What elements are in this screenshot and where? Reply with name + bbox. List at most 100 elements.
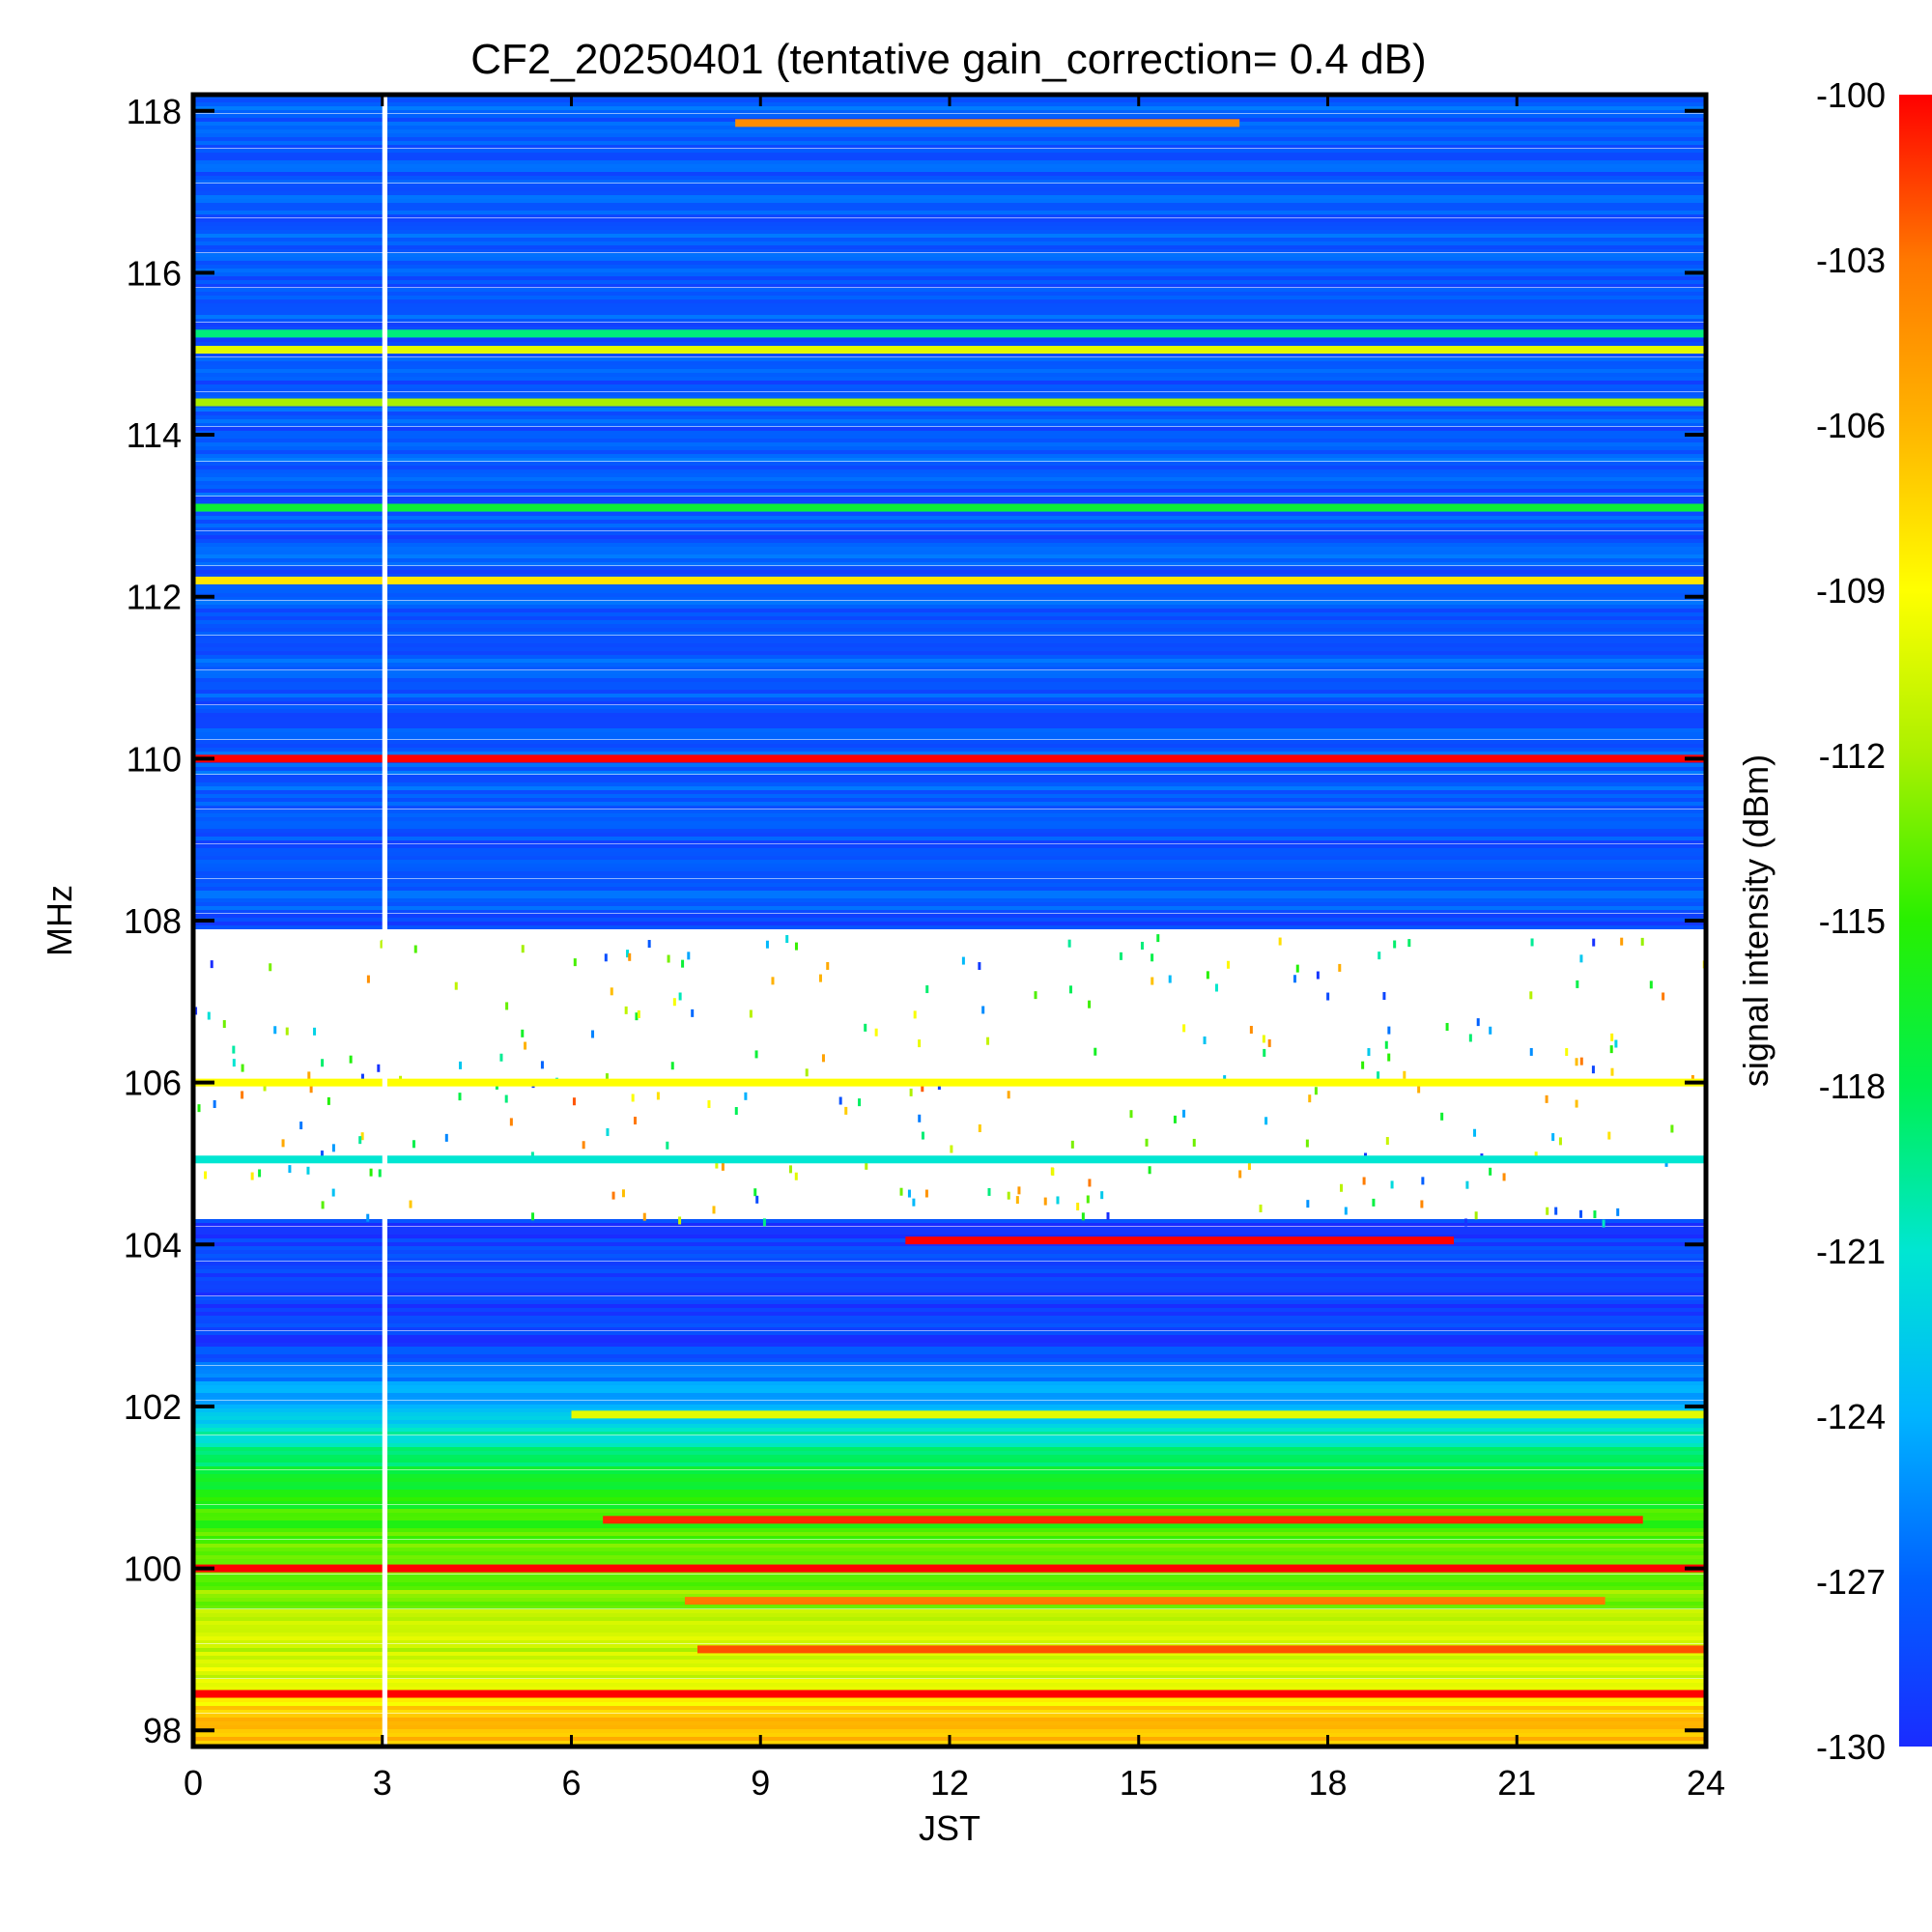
heatmap-speckle (1182, 1109, 1186, 1118)
heatmap-speckle (521, 945, 525, 953)
heatmap-row (193, 748, 1706, 753)
heatmap-row (193, 1165, 1706, 1169)
heatmap-speckle (691, 1009, 695, 1017)
heatmap-speckle (1278, 937, 1282, 946)
heatmap-row (193, 1424, 1706, 1429)
heatmap-row (193, 1146, 1706, 1150)
heatmap-speckle (666, 1141, 669, 1150)
x-axis: 0 3 6 9 12 15 18 21 24 (184, 95, 1725, 1803)
heatmap-row (193, 1405, 1706, 1409)
heatmap-row (193, 381, 1706, 385)
signal-band (193, 1690, 1706, 1698)
heatmap-row (193, 493, 1706, 497)
heatmap-speckle (1420, 1200, 1424, 1208)
heatmap-row-gap (193, 1400, 1706, 1402)
heatmap-speckle (524, 1041, 527, 1050)
heatmap-row (193, 937, 1706, 941)
heatmap-speckle (913, 1010, 917, 1019)
heatmap-speckle (250, 1172, 254, 1180)
heatmap-speckle (241, 1091, 244, 1099)
heatmap-speckle (1575, 1099, 1578, 1108)
y-tick-label: 98 (143, 1711, 182, 1750)
heatmap-row (193, 207, 1706, 212)
heatmap-row (193, 1327, 1706, 1332)
heatmap-row (193, 292, 1706, 297)
heatmap-speckle (320, 1151, 324, 1159)
heatmap-row (193, 848, 1706, 853)
heatmap-row (193, 1667, 1706, 1672)
heatmap-speckle (1474, 1211, 1478, 1220)
heatmap-speckle (1591, 1065, 1595, 1074)
heatmap-row (193, 891, 1706, 895)
heatmap-row (193, 987, 1706, 991)
heatmap-row (193, 427, 1706, 432)
heatmap-speckle (258, 1169, 262, 1178)
heatmap-speckle (1393, 940, 1397, 949)
heatmap-row (193, 392, 1706, 397)
heatmap-row (193, 1250, 1706, 1255)
y-tick-label: 114 (127, 415, 182, 455)
heatmap-row (193, 1343, 1706, 1348)
heatmap-row (193, 156, 1706, 161)
heatmap-row (193, 810, 1706, 814)
heatmap-speckle (1367, 1048, 1371, 1057)
heatmap-row (193, 709, 1706, 714)
heatmap-row (193, 1045, 1706, 1049)
heatmap-row (193, 1486, 1706, 1491)
heatmap-row (193, 373, 1706, 378)
heatmap-speckle (1262, 1035, 1265, 1043)
heatmap-row (193, 311, 1706, 316)
heatmap-speckle (358, 1136, 362, 1145)
heatmap-row (193, 1439, 1706, 1444)
heatmap-row (193, 601, 1706, 606)
heatmap-row (193, 1122, 1706, 1126)
heatmap-speckle (531, 1212, 535, 1221)
heatmap-speckle (681, 959, 685, 968)
colorbar-tick-label: -109 (1816, 571, 1886, 611)
heatmap-row (193, 1586, 1706, 1591)
heatmap-speckle (744, 1092, 748, 1100)
heatmap-speckle (821, 1054, 825, 1063)
heatmap-row (193, 1119, 1706, 1122)
heatmap-row (193, 798, 1706, 803)
heatmap-speckle (313, 1027, 317, 1036)
heatmap-row (193, 752, 1706, 756)
colorbar-tick-label: -115 (1819, 901, 1886, 941)
signal-band (571, 1410, 1706, 1419)
heatmap-row (193, 1192, 1706, 1196)
heatmap-row (193, 833, 1706, 838)
heatmap-row (193, 1258, 1706, 1263)
heatmap-row (193, 817, 1706, 822)
heatmap-row (193, 1571, 1706, 1576)
heatmap-row (193, 272, 1706, 277)
heatmap-row (193, 1200, 1706, 1204)
heatmap-row (193, 1262, 1706, 1266)
heatmap-row (193, 160, 1706, 165)
heatmap-row (193, 164, 1706, 169)
heatmap-speckle (918, 1114, 922, 1122)
heatmap-speckle (687, 952, 691, 960)
heatmap-row (193, 1385, 1706, 1390)
signal-band (193, 503, 1706, 512)
heatmap-row (193, 137, 1706, 142)
signal-band (193, 1155, 1706, 1164)
heatmap-row-gap (193, 565, 1706, 567)
heatmap-row (193, 354, 1706, 358)
heatmap-row (193, 153, 1706, 157)
heatmap-row (193, 844, 1706, 849)
heatmap-row (193, 176, 1706, 181)
heatmap-row (193, 1613, 1706, 1618)
heatmap-speckle (1043, 1197, 1047, 1206)
heatmap-speckle (360, 1073, 364, 1082)
heatmap-row (193, 106, 1706, 111)
heatmap-speckle (1575, 1058, 1578, 1066)
heatmap-row (193, 782, 1706, 787)
heatmap-row-gap (193, 913, 1706, 915)
heatmap-speckle (1385, 1137, 1389, 1146)
heatmap-row (193, 1590, 1706, 1595)
heatmap-row (193, 554, 1706, 559)
heatmap-row (193, 462, 1706, 467)
heatmap-speckle (628, 952, 632, 961)
heatmap-row (193, 566, 1706, 571)
heatmap-row (193, 419, 1706, 424)
